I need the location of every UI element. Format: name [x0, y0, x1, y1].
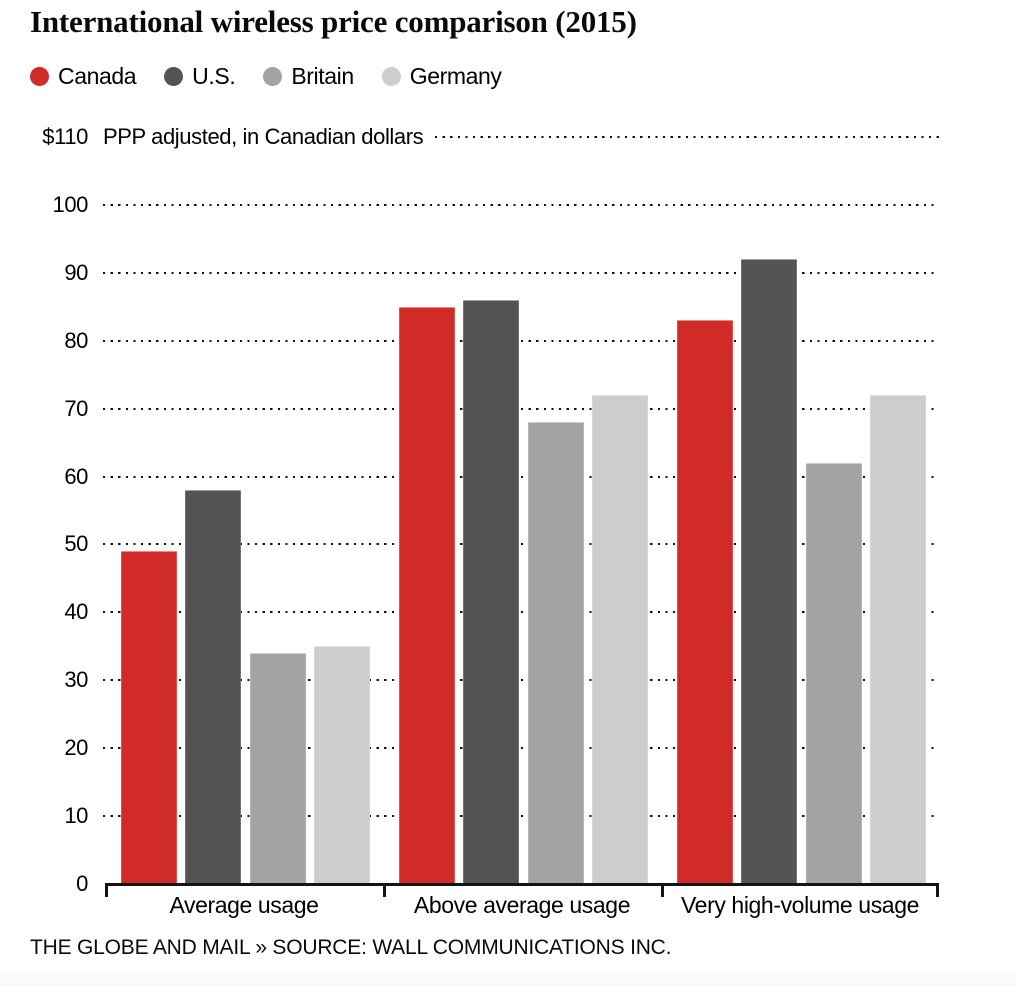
gridline-100	[103, 204, 939, 206]
legend-label-u-s: U.S.	[192, 63, 236, 89]
bar-canada-average-usage	[121, 551, 177, 883]
legend-dot-germany	[381, 66, 401, 86]
legend-item-u-s: U.S.	[164, 63, 236, 89]
bar-canada-very-high-volume-usage	[677, 320, 733, 883]
gridline-80	[103, 340, 939, 342]
x-axis-line	[105, 883, 939, 886]
x-axis-label-very-high-volume-usage: Very high-volume usage	[681, 892, 919, 918]
bar-canada-above-average-usage	[399, 307, 455, 883]
bar-britain-very-high-volume-usage	[806, 463, 862, 883]
legend-dot-u-s	[164, 66, 184, 86]
legend-label-britain: Britain	[291, 63, 354, 89]
x-axis-tick-1	[383, 883, 386, 897]
gridline-20	[103, 747, 939, 749]
source-credit: THE GLOBE AND MAIL » SOURCE: WALL COMMUN…	[30, 936, 672, 959]
gridline-30	[103, 679, 939, 681]
y-axis-label-90: 90	[64, 260, 88, 285]
y-axis-label-110: $110	[42, 124, 88, 149]
bar-u-s-very-high-volume-usage	[741, 259, 797, 883]
legend-label-germany: Germany	[409, 63, 502, 89]
x-axis-tick-2	[661, 883, 664, 897]
y-axis-label-60: 60	[64, 464, 88, 489]
bar-germany-average-usage	[314, 646, 370, 883]
legend-dot-britain	[263, 66, 283, 86]
gridline-10	[103, 815, 939, 817]
bottom-band	[0, 973, 1016, 986]
gridline-60	[103, 476, 939, 478]
legend-dot-canada	[30, 66, 49, 86]
legend: Canada U.S. Britain Germany	[30, 64, 502, 88]
gridline-90	[103, 272, 939, 274]
legend-item-germany: Germany	[381, 63, 502, 89]
x-axis-label-average-usage: Average usage	[169, 892, 319, 918]
gridline-40	[103, 611, 939, 613]
legend-label-canada: Canada	[58, 63, 137, 89]
y-axis-label-20: 20	[64, 735, 88, 760]
y-axis-label-80: 80	[64, 328, 88, 353]
unit-note: PPP adjusted, in Canadian dollars	[103, 124, 424, 149]
gridline-110	[435, 136, 939, 138]
y-axis-label-30: 30	[64, 667, 88, 692]
legend-item-britain: Britain	[263, 63, 354, 89]
gridline-70	[103, 408, 939, 410]
bar-britain-above-average-usage	[528, 422, 584, 883]
bar-britain-average-usage	[250, 653, 306, 883]
x-axis-label-above-average-usage: Above average usage	[413, 892, 631, 918]
y-axis-label-10: 10	[64, 803, 88, 828]
bar-u-s-average-usage	[185, 490, 241, 883]
unit-note-row: PPP adjusted, in Canadian dollars	[103, 124, 939, 150]
x-axis-tick-3	[936, 883, 939, 897]
legend-item-canada: Canada	[30, 63, 137, 89]
chart-title: International wireless price comparison …	[30, 4, 637, 39]
x-axis-tick-0	[105, 883, 108, 897]
y-axis-label-0: 0	[76, 871, 88, 896]
y-axis-label-50: 50	[64, 531, 88, 556]
y-axis-label-100: 100	[52, 192, 88, 217]
y-axis-label-40: 40	[64, 599, 88, 624]
bar-germany-above-average-usage	[592, 395, 648, 883]
bar-u-s-above-average-usage	[463, 300, 519, 883]
gridline-50	[103, 543, 939, 545]
y-axis-label-70: 70	[64, 396, 88, 421]
bar-germany-very-high-volume-usage	[870, 395, 926, 883]
